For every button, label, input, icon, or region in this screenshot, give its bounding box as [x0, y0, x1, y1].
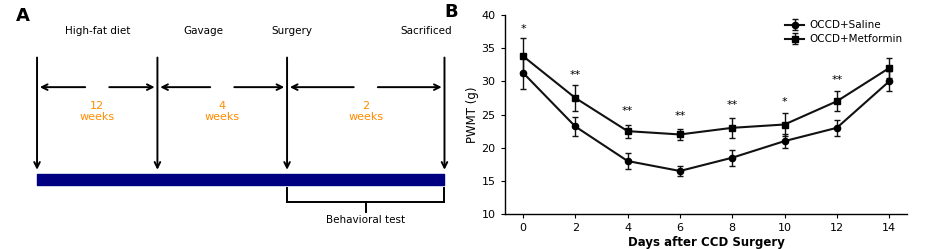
Text: **: ** — [674, 111, 685, 121]
Y-axis label: PWMT (g): PWMT (g) — [466, 86, 479, 143]
Text: 2
weeks: 2 weeks — [348, 101, 383, 122]
Legend: OCCD+Saline, OCCD+Metformin: OCCD+Saline, OCCD+Metformin — [785, 20, 902, 44]
Text: A: A — [16, 7, 30, 25]
Text: Gavage: Gavage — [183, 26, 224, 36]
Text: Surgery: Surgery — [271, 26, 312, 36]
Text: 12
weeks: 12 weeks — [80, 101, 115, 122]
X-axis label: Days after CCD Surgery: Days after CCD Surgery — [628, 236, 784, 249]
Text: 4
weeks: 4 weeks — [205, 101, 240, 122]
Text: Behavioral test: Behavioral test — [326, 215, 406, 225]
Text: *: * — [782, 97, 787, 107]
Text: **: ** — [622, 106, 633, 116]
Text: **: ** — [727, 100, 738, 110]
Text: Sacrificed: Sacrificed — [400, 26, 452, 36]
Text: B: B — [444, 3, 457, 21]
Text: **: ** — [569, 70, 581, 80]
Text: High-fat diet: High-fat diet — [65, 26, 130, 36]
Text: *: * — [520, 24, 526, 34]
Text: **: ** — [832, 75, 843, 85]
